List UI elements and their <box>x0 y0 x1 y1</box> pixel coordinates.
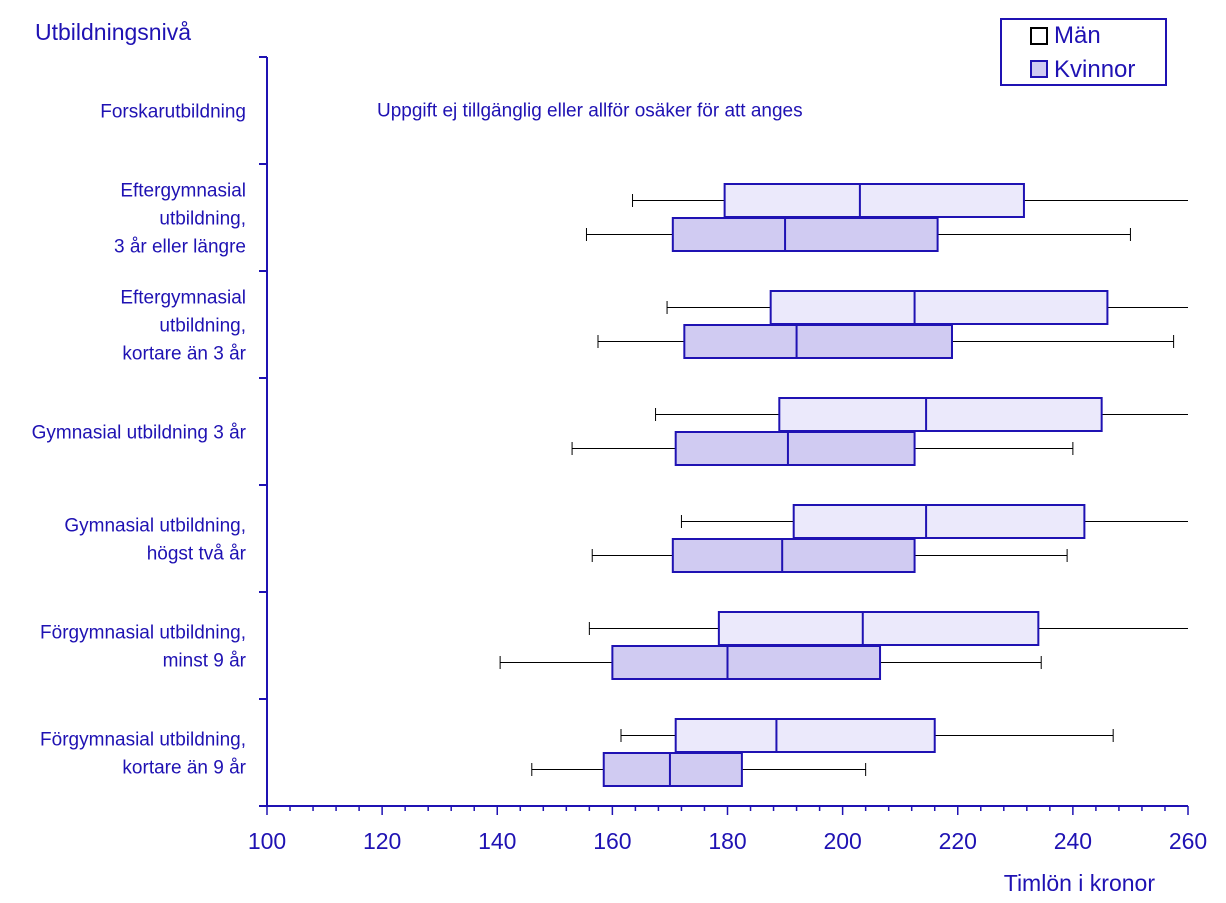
box-men <box>680 504 1188 539</box>
x-tick-label: 260 <box>1169 828 1207 854</box>
category-label-line: kortare än 9 år <box>122 758 246 779</box>
no-data-note: Uppgift ej tillgänglig eller allför osäk… <box>377 101 803 122</box>
iqr-box <box>717 611 1040 646</box>
category-label: Forskarutbildning <box>100 102 246 123</box>
category-label: Eftergymnasial utbildning, kortare än 3 år <box>120 288 246 365</box>
x-tick-label: 100 <box>248 828 286 854</box>
category-label: Förgymnasial utbildning, kortare än 9 år <box>40 730 247 779</box>
category-label-line: 3 år eller längre <box>114 237 246 258</box>
iqr-box <box>769 290 1109 325</box>
category-label: Gymnasial utbildning, högst två år <box>64 516 246 565</box>
box-men <box>655 397 1188 432</box>
legend-frame <box>1000 18 1167 86</box>
iqr-box <box>611 645 882 680</box>
iqr-box <box>683 324 953 359</box>
box-women <box>597 324 1175 359</box>
category-label-line: högst två år <box>147 544 247 565</box>
x-tick-label: 140 <box>478 828 516 854</box>
category-label-line: Forskarutbildning <box>100 102 246 123</box>
category-label-line: utbildning, <box>159 209 246 230</box>
iqr-box <box>723 183 1025 218</box>
x-tick-label: 240 <box>1054 828 1092 854</box>
iqr-box <box>674 718 936 753</box>
axes: 100 120 140 160 180 200 220 240 260 Forskarutbild… <box>32 56 1207 854</box>
category-label: Eftergymnasial utbildning, 3 år eller läng… <box>114 181 246 258</box>
legend: Män Kvinnor <box>1000 18 1167 86</box>
plot-area: Uppgift ej tillgänglig eller allför osäk… <box>377 101 1188 787</box>
x-tick-label: 120 <box>363 828 401 854</box>
x-axis-title: Timlön i kronor <box>1004 870 1156 896</box>
box-women <box>585 217 1131 252</box>
iqr-box <box>792 504 1086 539</box>
category-label-line: Gymnasial utbildning, <box>64 516 246 537</box>
category-label: Gymnasial utbildning 3 år <box>32 423 247 444</box>
box-women <box>571 431 1074 466</box>
box-men <box>588 611 1188 646</box>
iqr-box <box>671 538 916 573</box>
category-label-line: minst 9 år <box>163 651 247 672</box>
category-label-line: Eftergymnasial <box>120 288 246 309</box>
box-men <box>666 290 1188 325</box>
x-tick-label: 200 <box>823 828 861 854</box>
y-axis-title: Utbildningsnivå <box>35 19 191 45</box>
category-label-line: Gymnasial utbildning 3 år <box>32 423 247 444</box>
box-women <box>591 538 1068 573</box>
category-label-line: Förgymnasial utbildning, <box>40 623 246 644</box>
x-tick-label: 220 <box>939 828 977 854</box>
legend-swatch-men <box>1030 27 1048 45</box>
box-women <box>499 645 1042 680</box>
legend-label-women: Kvinnor <box>1054 56 1135 83</box>
iqr-box <box>602 752 743 787</box>
category-label-line: Förgymnasial utbildning, <box>40 730 246 751</box>
legend-swatch-women <box>1030 60 1048 78</box>
category-label: Förgymnasial utbildning, minst 9 år <box>40 623 247 672</box>
x-tick-label: 160 <box>593 828 631 854</box>
category-label-line: Eftergymnasial <box>120 181 246 202</box>
iqr-box <box>671 217 939 252</box>
box-men <box>632 183 1188 218</box>
box-women <box>531 752 867 787</box>
x-tick-label: 180 <box>708 828 746 854</box>
legend-label-men: Män <box>1054 22 1101 49</box>
category-label-line: kortare än 3 år <box>122 344 246 365</box>
box-men <box>620 718 1114 753</box>
iqr-box <box>778 397 1103 432</box>
iqr-box <box>674 431 916 466</box>
category-label-line: utbildning, <box>159 316 246 337</box>
